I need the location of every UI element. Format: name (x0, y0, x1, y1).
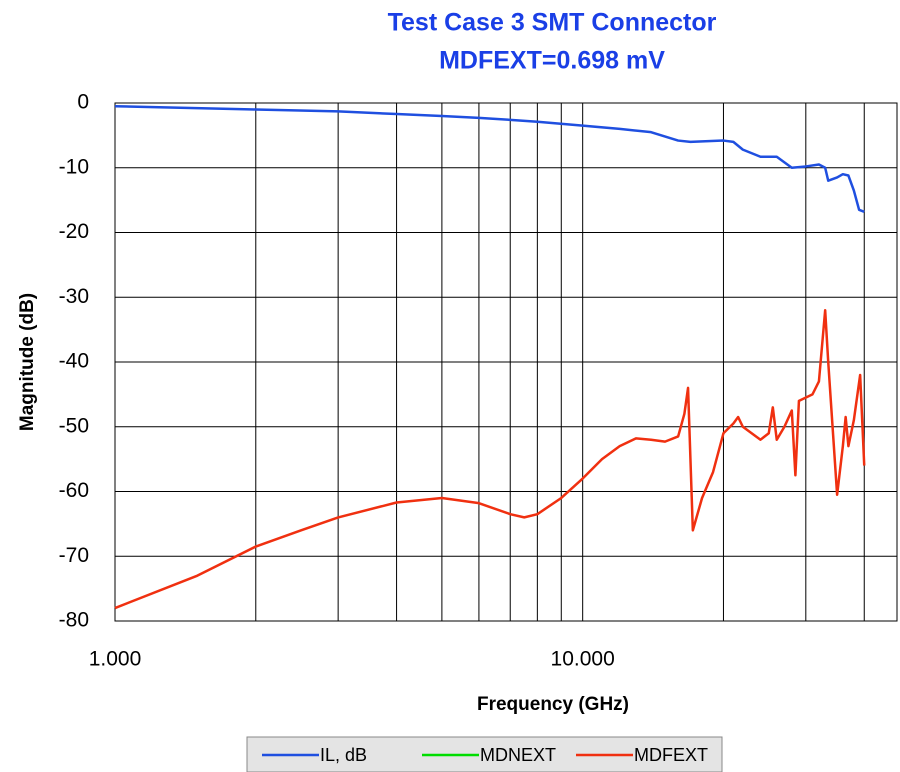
x-tick-label: 1.000 (89, 648, 142, 671)
y-tick-label: -10 (59, 155, 89, 178)
y-tick-label: -60 (59, 479, 89, 502)
y-tick-label: -20 (59, 220, 89, 243)
series-line (114, 104, 865, 213)
y-axis-label: Magnitude (dB) (17, 293, 38, 431)
chart-subtitle: MDFEXT=0.698 mV (439, 47, 665, 75)
x-axis-label: Frequency (GHz) (477, 694, 629, 715)
y-tick-label: -80 (59, 609, 89, 632)
legend-box (246, 736, 723, 772)
y-tick-label: -50 (59, 414, 89, 437)
chart-title: Test Case 3 SMT Connector (388, 9, 717, 37)
legend-label: IL, dB (320, 745, 367, 765)
series-line (114, 308, 866, 610)
legend-label: MDNEXT (480, 745, 556, 765)
y-tick-label: 0 (77, 91, 89, 114)
x-tick-label: 10.000 (551, 648, 615, 671)
y-tick-label: -40 (59, 350, 89, 373)
y-tick-label: -30 (59, 285, 89, 308)
legend-label: MDFEXT (634, 745, 708, 765)
y-tick-label: -70 (59, 544, 89, 567)
